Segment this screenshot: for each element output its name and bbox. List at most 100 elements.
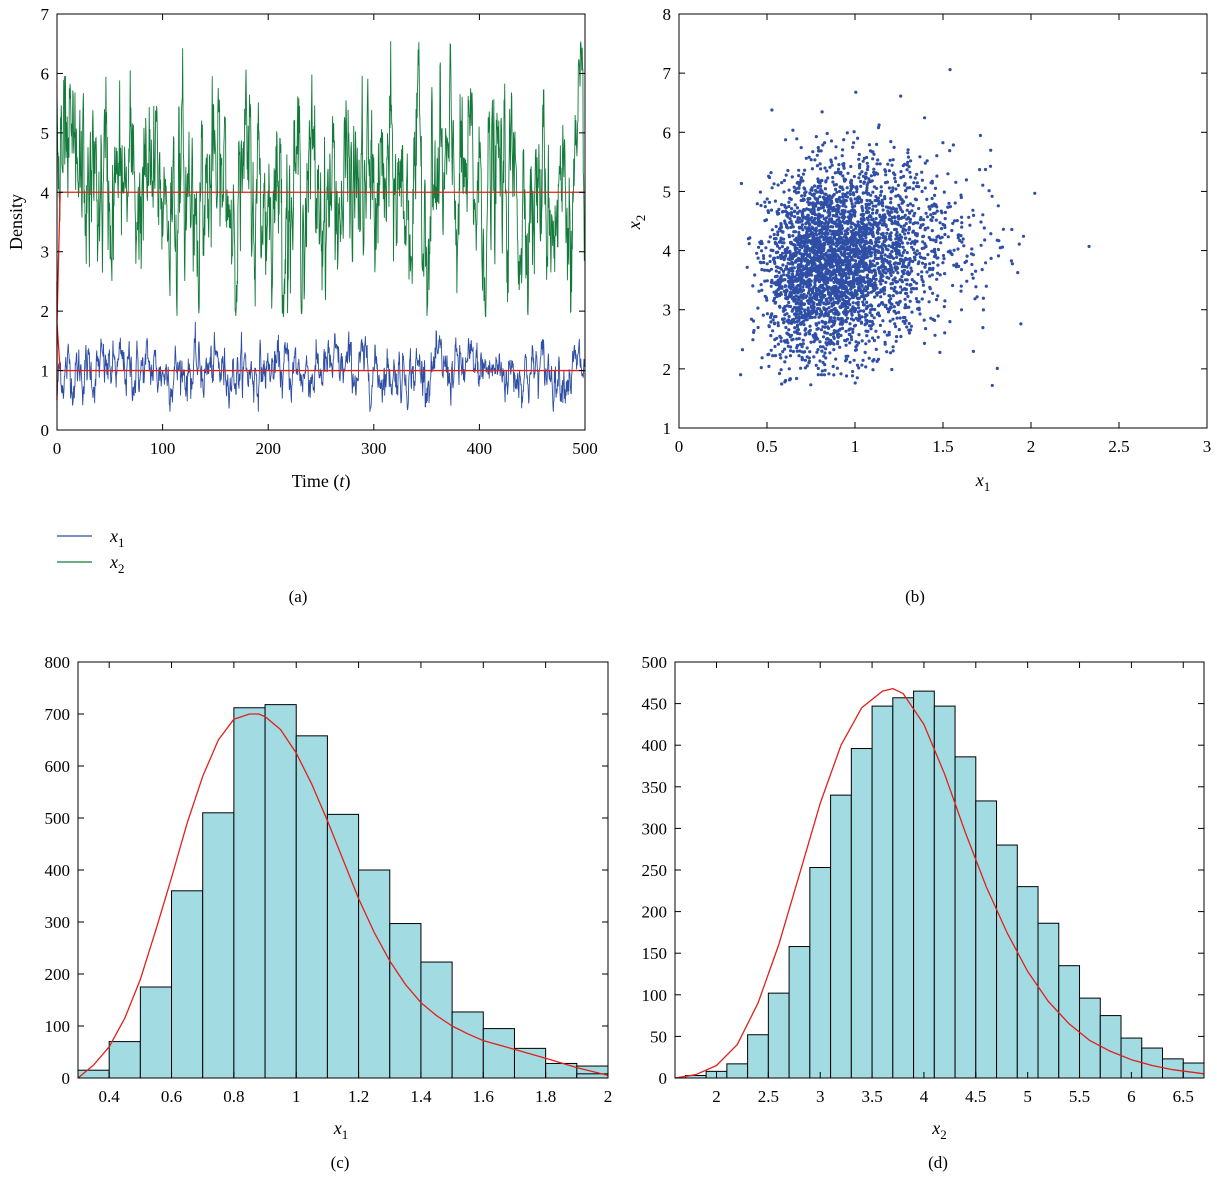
- scatter-point: [838, 235, 842, 239]
- scatter-point: [851, 258, 855, 262]
- scatter-point: [739, 373, 743, 377]
- scatter-point: [806, 200, 810, 204]
- scatter-point: [906, 151, 910, 155]
- scatter-point: [824, 192, 828, 196]
- scatter-point: [778, 283, 782, 287]
- scatter-point: [910, 269, 914, 273]
- panel-d-x-tick-label: 5: [1023, 1087, 1032, 1106]
- scatter-point: [865, 318, 869, 323]
- scatter-point: [820, 202, 825, 206]
- panel-a-y-tick-label: 3: [41, 243, 50, 262]
- scatter-point: [770, 228, 774, 232]
- histogram-bar: [1099, 1015, 1122, 1079]
- scatter-point: [924, 262, 928, 267]
- scatter-point: [886, 255, 890, 259]
- scatter-point: [793, 215, 797, 219]
- scatter-point: [828, 293, 833, 297]
- scatter-point: [807, 273, 812, 277]
- scatter-point: [861, 252, 866, 256]
- scatter-point: [872, 276, 876, 280]
- scatter-point: [772, 232, 776, 237]
- scatter-point: [806, 197, 811, 201]
- scatter-point: [834, 284, 838, 288]
- scatter-point: [849, 213, 853, 217]
- scatter-point: [854, 262, 858, 266]
- scatter-point: [917, 300, 921, 304]
- scatter-point: [801, 288, 806, 292]
- scatter-point: [765, 312, 770, 316]
- scatter-point: [893, 309, 897, 313]
- scatter-point: [887, 330, 891, 334]
- scatter-point: [862, 257, 866, 261]
- scatter-point: [898, 233, 902, 237]
- scatter-point: [776, 250, 780, 254]
- scatter-point: [1010, 262, 1015, 266]
- scatter-point: [845, 131, 849, 135]
- scatter-point: [872, 338, 877, 343]
- scatter-point: [880, 198, 884, 202]
- scatter-point: [836, 167, 841, 171]
- scatter-point: [800, 302, 805, 306]
- scatter-point: [800, 194, 804, 198]
- scatter-point: [844, 354, 848, 358]
- scatter-point: [827, 372, 831, 376]
- scatter-point: [907, 165, 911, 169]
- scatter-point: [814, 232, 818, 236]
- scatter-point: [890, 210, 894, 214]
- scatter-point: [824, 219, 828, 223]
- scatter-point: [884, 224, 888, 228]
- scatter-point: [787, 328, 791, 332]
- scatter-point: [782, 278, 786, 282]
- scatter-point: [859, 259, 863, 263]
- scatter-point: [890, 163, 894, 167]
- scatter-point: [832, 329, 836, 333]
- scatter-point: [865, 161, 869, 165]
- scatter-point: [814, 363, 818, 367]
- scatter-point: [807, 246, 811, 250]
- scatter-point: [822, 256, 826, 260]
- scatter-point: [830, 163, 834, 167]
- scatter-point: [906, 216, 911, 220]
- scatter-point: [784, 254, 788, 258]
- scatter-point: [817, 217, 821, 222]
- scatter-point: [807, 289, 811, 293]
- scatter-point: [793, 238, 797, 242]
- scatter-point: [870, 304, 874, 308]
- scatter-point: [893, 173, 897, 177]
- scatter-point: [800, 245, 804, 249]
- scatter-point: [893, 215, 897, 219]
- scatter-point: [823, 227, 827, 231]
- scatter-point: [850, 312, 854, 316]
- scatter-point: [849, 317, 854, 321]
- panel-d-histogram: 2 2.5 3 3.5 4 4.5 5 5.5 6 6.505010015020025030035…: [642, 653, 1205, 1172]
- scatter-point: [869, 193, 873, 197]
- scatter-point: [778, 246, 782, 250]
- scatter-point: [798, 220, 802, 224]
- scatter-point: [795, 181, 799, 185]
- scatter-point: [864, 191, 868, 195]
- scatter-point: [857, 152, 861, 157]
- scatter-point: [860, 363, 864, 367]
- scatter-point: [851, 369, 855, 374]
- scatter-point: [927, 205, 931, 209]
- scatter-point: [805, 312, 810, 316]
- histogram-bar: [747, 1034, 769, 1079]
- scatter-point: [767, 364, 771, 368]
- scatter-point: [817, 243, 822, 247]
- scatter-point: [817, 259, 821, 263]
- scatter-point: [891, 349, 895, 353]
- scatter-point: [904, 189, 908, 193]
- scatter-point: [823, 330, 827, 334]
- scatter-point: [759, 203, 763, 208]
- scatter-point: [844, 272, 848, 276]
- scatter-point: [839, 333, 843, 338]
- scatter-point: [804, 270, 809, 274]
- scatter-point: [918, 312, 922, 316]
- scatter-point: [866, 165, 870, 169]
- scatter-point: [823, 363, 827, 367]
- scatter-point: [910, 310, 914, 314]
- scatter-point: [848, 280, 853, 284]
- scatter-point: [881, 247, 885, 251]
- histogram-bar: [996, 844, 1018, 1079]
- panel-b-label: (b): [905, 587, 925, 606]
